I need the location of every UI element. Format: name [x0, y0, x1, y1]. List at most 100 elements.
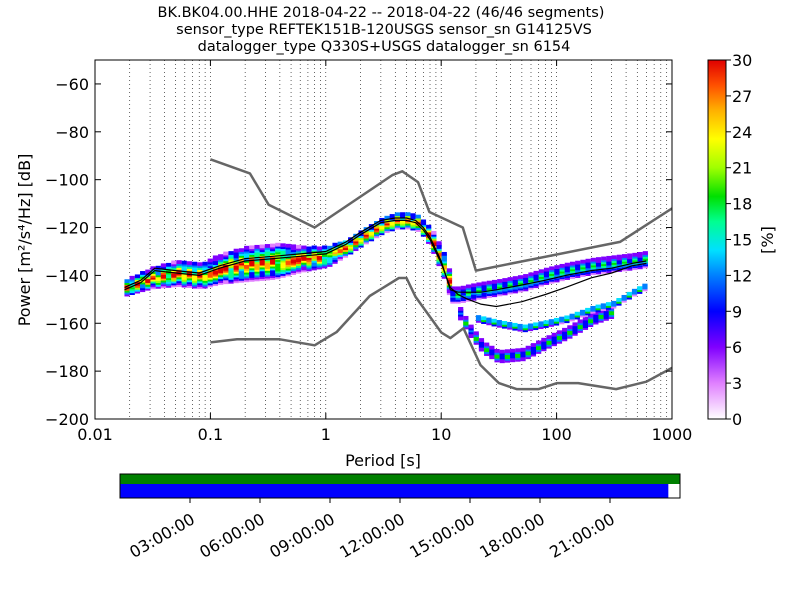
heatmap-cell — [129, 285, 135, 290]
chart-title: BK.BK04.00.HHE 2018-04-22 -- 2018-04-22 … — [158, 5, 605, 55]
heatmap-cell — [637, 263, 643, 268]
heatmap-cell — [515, 352, 521, 356]
heatmap-cell — [588, 323, 594, 328]
heatmap-cell — [463, 315, 469, 320]
coverage-rows — [120, 474, 680, 498]
heatmap-cell — [426, 224, 432, 229]
heatmap-cell — [580, 267, 586, 272]
heatmap-cell — [569, 315, 575, 320]
heatmap-cell — [590, 263, 596, 268]
heatmap-cell — [400, 212, 406, 217]
heatmap-cell — [238, 261, 245, 266]
heatmap-cell — [637, 290, 643, 294]
heatmap-cell — [202, 278, 208, 283]
heatmap-cell — [489, 353, 495, 358]
heatmap-cell — [212, 276, 219, 281]
heatmap-cell — [228, 276, 234, 280]
heatmap-cell — [595, 270, 602, 275]
heatmap-cell — [450, 299, 456, 304]
heatmap-cell — [400, 214, 406, 218]
heatmap-cell — [556, 334, 563, 338]
heatmap-cell — [415, 226, 421, 230]
colorbar-tick-label: 12 — [732, 266, 752, 285]
heatmap-cell — [489, 347, 495, 352]
heatmap-cell — [249, 254, 255, 259]
heatmap-cell — [481, 287, 487, 292]
heatmap-cell — [473, 335, 479, 339]
heatmap-cell — [415, 228, 421, 232]
heatmap-cell — [264, 251, 271, 256]
heatmap-cell — [491, 320, 497, 325]
heatmap-cell — [337, 243, 343, 248]
heatmap-cell — [212, 263, 219, 267]
heatmap-cell — [197, 281, 203, 286]
heatmap-cell — [530, 350, 537, 355]
heatmap-cell — [481, 294, 487, 299]
heatmap-cell — [441, 259, 447, 264]
heatmap-cell — [254, 260, 260, 265]
heatmap-cell — [512, 287, 518, 292]
heatmap-cell — [460, 285, 466, 290]
colorbar-tick-label: 30 — [732, 51, 752, 70]
heatmap-cell — [528, 283, 534, 288]
heatmap-cell — [575, 274, 581, 278]
heatmap-cell — [181, 268, 187, 273]
heatmap-cell — [460, 297, 466, 302]
heatmap-cell — [499, 355, 505, 360]
heatmap-cell — [218, 273, 224, 278]
heatmap-cell — [270, 245, 276, 250]
heatmap-cell — [541, 345, 547, 350]
heatmap-cell — [145, 277, 151, 282]
heatmap-cell — [494, 348, 500, 353]
heatmap-cell — [642, 287, 648, 292]
heatmap-cell — [502, 280, 508, 284]
heatmap-cell — [549, 268, 555, 273]
heatmap-cell — [181, 274, 187, 278]
heatmap-cell — [394, 223, 401, 228]
heatmap-cell — [465, 284, 472, 289]
heatmap-cell — [327, 259, 333, 264]
heatmap-cell — [254, 269, 260, 274]
heatmap-cell — [491, 285, 498, 290]
heatmap-cell — [575, 264, 581, 269]
y-axis-ticks: −200 −180 −160 −140 −120 −100 −80 −60 — [45, 75, 672, 429]
heatmap-cell — [223, 253, 229, 258]
heatmap-cell — [497, 290, 503, 295]
heatmap-cell — [637, 265, 643, 270]
heatmap-cell — [270, 247, 276, 252]
heatmap-cell — [478, 343, 485, 348]
heatmap-cell — [525, 351, 531, 356]
heatmap-cell — [588, 317, 594, 322]
heatmap-cell — [431, 232, 437, 237]
heatmap-cell — [166, 266, 172, 271]
heatmap-cell — [296, 250, 302, 255]
colorbar-tick-label: 24 — [732, 123, 752, 142]
heatmap-cell — [528, 274, 534, 279]
heatmap-cell — [577, 323, 583, 328]
heatmap-cell — [585, 258, 591, 263]
heatmap-cell — [608, 311, 615, 316]
heatmap-cell — [342, 253, 349, 258]
heatmap-cell — [441, 265, 447, 270]
heatmap-cell — [569, 271, 576, 276]
heatmap-cell — [549, 277, 555, 282]
heatmap-cell — [436, 262, 442, 267]
heatmap-cell — [176, 264, 182, 268]
heatmap-cell — [218, 279, 224, 283]
heatmap-cell — [363, 236, 369, 241]
heatmap-cell — [489, 355, 495, 360]
heatmap-cell — [166, 278, 172, 283]
heatmap-cell — [233, 250, 239, 255]
heatmap-cell — [264, 244, 271, 248]
heatmap-cell — [140, 272, 146, 277]
heatmap-cell — [405, 221, 411, 226]
heatmap-cell — [489, 351, 495, 356]
heatmap-cell — [585, 307, 591, 312]
heatmap-cell — [244, 268, 250, 273]
heatmap-cell — [486, 280, 492, 285]
heatmap-cell — [394, 225, 401, 230]
heatmap-cell — [306, 265, 312, 270]
heatmap-cell — [601, 264, 607, 269]
heatmap-cell — [621, 267, 628, 272]
heatmap-cell — [145, 284, 151, 289]
